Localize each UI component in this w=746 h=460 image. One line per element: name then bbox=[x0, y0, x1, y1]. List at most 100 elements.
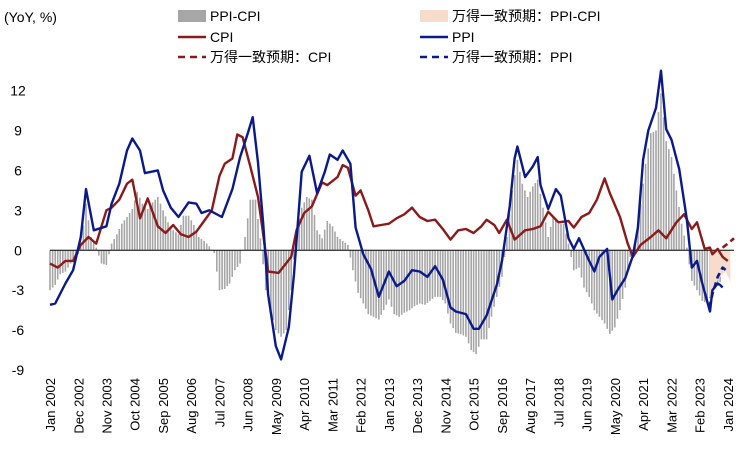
lines-layer bbox=[49, 69, 735, 361]
ppi-cpi-bar bbox=[580, 250, 583, 278]
ppi-cpi-bar bbox=[596, 250, 598, 314]
ppi-cpi-bar bbox=[660, 93, 662, 251]
ppi-cpi-bar bbox=[182, 215, 185, 251]
ppi-cpi-bar bbox=[318, 234, 321, 251]
ppi-cpi-bar bbox=[105, 250, 108, 265]
ppi-cpi-bar bbox=[51, 250, 54, 288]
ppi-cpi-bar bbox=[175, 232, 177, 251]
ppi-cpi-bar bbox=[626, 250, 629, 273]
ppi-cpi-bar bbox=[449, 250, 452, 324]
ppi-cpi-bar bbox=[477, 250, 480, 347]
x-tick-label: Jan 2024 bbox=[721, 378, 736, 432]
ppi-cpi-bar bbox=[418, 250, 421, 304]
ppi-cpi-bar bbox=[108, 250, 110, 255]
ppi-cpi-bar bbox=[275, 250, 277, 331]
ppi-cpi-bar bbox=[311, 199, 313, 251]
ppi-cpi-bar bbox=[683, 235, 685, 251]
ppi-cpi-bar bbox=[593, 250, 596, 311]
ppi-cpi-bar bbox=[562, 223, 565, 251]
ppi-cpi-bar bbox=[382, 250, 385, 311]
y-axis: 12 9 6 3 0 -3 -6 -9 bbox=[10, 83, 26, 378]
ppi-cpi-bar bbox=[490, 250, 493, 317]
y-tick-label: 12 bbox=[10, 83, 26, 99]
ppi-cpi-bar bbox=[87, 220, 90, 251]
x-tick-label: Jan 2013 bbox=[382, 378, 397, 432]
ppi-cpi-bar bbox=[141, 203, 144, 251]
ppi-cpi-bar bbox=[378, 250, 380, 320]
x-tick-label: Mar 2022 bbox=[664, 378, 679, 433]
ppi-cpi-bar bbox=[670, 157, 673, 251]
ppi-cpi-bar bbox=[185, 215, 187, 251]
ppi-cpi-bar bbox=[665, 141, 667, 251]
ppi-cpi-bar bbox=[462, 250, 465, 336]
x-tick-label: Apr 2010 bbox=[297, 378, 312, 431]
ppi-cpi-bar bbox=[555, 220, 557, 251]
ppi-cpi-bar bbox=[408, 250, 411, 311]
ppi-cpi-bar bbox=[103, 250, 105, 265]
ppi-cpi-bar bbox=[534, 183, 537, 251]
x-tick-label: Oct 2015 bbox=[467, 378, 482, 431]
ppi-cpi-bar bbox=[257, 219, 259, 251]
ppi-cpi-bar bbox=[218, 250, 221, 291]
ppi-cpi-bar bbox=[92, 242, 95, 251]
ppi-cpi-bar bbox=[321, 238, 323, 251]
ppi-cpi-bar bbox=[362, 250, 365, 304]
x-tick-label: Jul 2018 bbox=[551, 378, 566, 427]
unit-label: (YoY, %) bbox=[4, 9, 57, 25]
ppi-cpi-bar bbox=[668, 149, 670, 251]
ppi-cpi-bar bbox=[246, 218, 249, 251]
ppi-cpi-bar bbox=[647, 148, 649, 251]
ppi-cpi-bar bbox=[591, 250, 593, 304]
ppi-cpi-bar bbox=[69, 250, 72, 264]
ppi-cpi-bar bbox=[244, 237, 246, 251]
ppi-cpi-bar bbox=[560, 223, 562, 251]
ppi-cpi-bar bbox=[290, 250, 292, 291]
ppi-cpi-bar bbox=[80, 247, 82, 251]
ppi-cpi-bar bbox=[526, 197, 529, 251]
ppi-cpi-bar bbox=[431, 250, 434, 299]
ppi-cpi-bar bbox=[372, 250, 375, 317]
ppi-cpi-bar bbox=[511, 190, 513, 251]
ppi-cpi-bar bbox=[452, 250, 454, 329]
forecast-ppi-line bbox=[708, 266, 729, 308]
x-tick-label: Jan 2002 bbox=[43, 378, 58, 432]
ppi-cpi-bar bbox=[673, 173, 675, 251]
ppi-cpi-bar bbox=[267, 250, 270, 301]
legend-forecast-ppi-label: 万得一致预期：PPI bbox=[452, 49, 573, 65]
ppi-cpi-bar bbox=[706, 250, 708, 304]
x-tick-label: Dec 2013 bbox=[410, 378, 425, 434]
ppi-cpi-bar bbox=[347, 244, 349, 251]
ppi-cpi-bar bbox=[598, 250, 601, 317]
ppi-cpi-bar bbox=[331, 226, 334, 251]
ppi-cpi-bar bbox=[172, 230, 174, 251]
ppi-cpi-bar bbox=[621, 250, 624, 299]
x-tick-label: May 2020 bbox=[608, 378, 623, 435]
ppi-cpi-bar bbox=[123, 220, 126, 251]
ppi-cpi-bar bbox=[455, 250, 457, 333]
ppi-cpi-bar bbox=[447, 250, 449, 314]
x-tick-label: May 2009 bbox=[269, 378, 284, 435]
ppi-cpi-bar bbox=[216, 250, 218, 272]
ppi-cpi-bar bbox=[657, 111, 660, 251]
ppi-cpi-bar bbox=[675, 190, 678, 251]
ppi-cpi-bar bbox=[259, 238, 262, 251]
ppi-cpi-bar bbox=[544, 222, 547, 251]
ppi-cpi-bar bbox=[380, 250, 382, 315]
ppi-cpi-bar bbox=[249, 199, 252, 251]
ppi-cpi-bar bbox=[644, 163, 647, 251]
ppi-cpi-bar bbox=[413, 250, 416, 307]
x-tick-label: Nov 2014 bbox=[438, 378, 453, 434]
ppi-cpi-bar bbox=[344, 242, 347, 251]
ppi-cpi-bar bbox=[583, 250, 585, 288]
bars-layer bbox=[49, 93, 731, 355]
ppi-cpi-bar bbox=[539, 193, 542, 251]
ppi-cpi-bar bbox=[223, 250, 226, 289]
ppi-cpi-bar bbox=[329, 223, 331, 251]
y-tick-label: 6 bbox=[14, 162, 22, 178]
legend: PPI-CPI 万得一致预期：PPI-CPI CPI PPI 万得一致预期：CPI 万得一… bbox=[178, 8, 601, 65]
ppi-cpi-bar bbox=[326, 221, 329, 251]
ppi-cpi-bar bbox=[693, 250, 696, 286]
ppi-cpi-bar bbox=[519, 171, 521, 251]
ppi-cpi-bar bbox=[354, 250, 357, 282]
